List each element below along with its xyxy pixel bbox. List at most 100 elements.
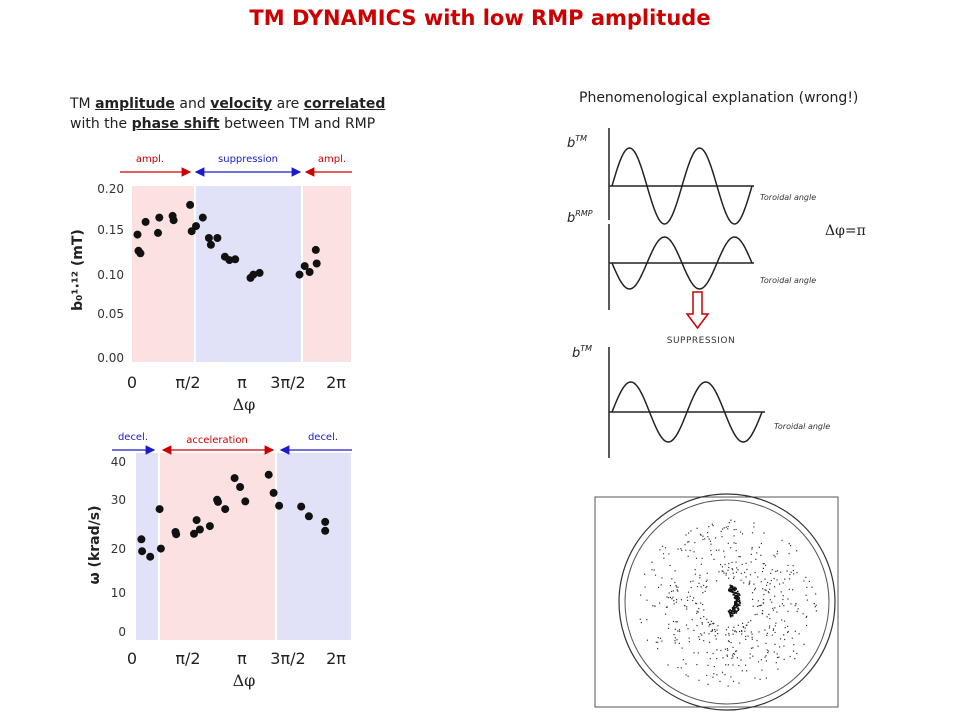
poincare-dot (749, 657, 751, 659)
poincare-dot (737, 569, 739, 571)
poincare-dot (690, 586, 692, 589)
poincare-dot (772, 629, 774, 631)
poincare-dot (761, 571, 764, 573)
poincare-dot (693, 551, 695, 553)
band-label-decel-right: decel. (308, 432, 338, 443)
poincare-dot (735, 550, 737, 552)
poincare-dot (741, 630, 743, 632)
poincare-dot (735, 561, 737, 563)
poincare-dot (675, 621, 677, 623)
island-dot (738, 601, 741, 603)
poincare-dot (740, 579, 742, 581)
poincare-dot (769, 599, 771, 601)
poincare-dot (673, 603, 675, 605)
poincare-dot (752, 655, 754, 657)
poincare-dot (739, 642, 741, 644)
poincare-dot (745, 635, 747, 637)
outer-wall-circle (618, 493, 836, 711)
island-dot (729, 590, 731, 592)
poincare-dot (735, 650, 737, 652)
poincare-dot (657, 641, 659, 643)
poincare-dot (794, 605, 796, 607)
poincare-dot (747, 621, 749, 623)
bottom-y-tick-2: 20 (111, 542, 126, 556)
poincare-dot (733, 626, 735, 628)
poincare-dot (805, 576, 807, 578)
amplitude-point-25 (312, 259, 321, 268)
poincare-dot (726, 654, 728, 656)
poincare-dot (737, 624, 739, 626)
poincare-dot (784, 638, 786, 641)
poincare-dot (744, 627, 746, 629)
poincare-dot (791, 637, 793, 639)
poincare-dot (672, 596, 674, 598)
poincare-dot (733, 542, 735, 544)
island-dot (735, 592, 737, 595)
poincare-dot (667, 627, 670, 629)
poincare-frame (594, 496, 839, 708)
poincare-dot (779, 646, 781, 648)
poincare-dot (718, 571, 720, 573)
top-x-label: Δφ (233, 395, 256, 414)
island-dot (739, 604, 741, 607)
band-label-ampl-right: ampl. (318, 154, 346, 165)
poincare-dot (700, 633, 702, 635)
poincare-dot (687, 675, 689, 677)
poincare-dot (706, 572, 708, 574)
poincare-dot (794, 658, 796, 660)
poincare-dot (673, 600, 675, 602)
amplitude-point-11 (198, 213, 207, 222)
poincare-dot (676, 639, 678, 641)
poincare-dot (671, 598, 673, 600)
poincare-dot (686, 596, 688, 598)
velocity-point-12 (214, 497, 222, 506)
poincare-plot-image (594, 493, 839, 711)
poincare-dot (768, 627, 771, 629)
poincare-dot (685, 674, 687, 676)
poincare-dot (728, 577, 730, 579)
poincare-dot (687, 628, 689, 630)
island-dot (730, 588, 733, 591)
poincare-dot (699, 574, 701, 576)
island-dot (735, 604, 737, 607)
top-x-tick-4: 2π (326, 373, 346, 392)
poincare-dot (767, 591, 769, 593)
island-dot (735, 596, 737, 598)
poincare-dot (655, 641, 657, 643)
poincare-dot (776, 656, 779, 659)
amplitude-point-17 (231, 255, 240, 264)
poincare-dot (725, 526, 727, 528)
poincare-dot (668, 553, 670, 555)
bottom-points (137, 470, 330, 561)
poincare-dot (782, 582, 784, 584)
velocity-point-20 (297, 502, 306, 511)
poincare-dot (712, 623, 715, 625)
poincare-dot (784, 627, 786, 629)
island-dot (730, 611, 732, 614)
poincare-dot (709, 658, 711, 660)
poincare-dot (646, 639, 648, 641)
poincare-dot (766, 632, 768, 634)
poincare-dot (796, 550, 798, 552)
poincare-dot (688, 532, 690, 534)
poincare-dot (783, 605, 785, 607)
island-dot (729, 587, 731, 589)
poincare-dot (696, 612, 698, 614)
poincare-dot (727, 626, 729, 628)
poincare-dot (779, 638, 782, 640)
poincare-dot (712, 623, 714, 625)
island-dot (736, 595, 739, 598)
poincare-dot (787, 631, 789, 633)
poincare-dot (758, 546, 760, 548)
poincare-dot (763, 563, 765, 565)
poincare-dot (670, 590, 673, 593)
poincare-dot (717, 633, 719, 635)
poincare-dot (728, 522, 730, 524)
poincare-dot (705, 586, 707, 589)
poincare-dot (706, 651, 708, 654)
wave2-curve (611, 236, 753, 290)
island-dot (729, 612, 732, 615)
poincare-dot (765, 589, 767, 591)
velocity-point-7 (190, 529, 198, 538)
poincare-dot (751, 547, 753, 549)
